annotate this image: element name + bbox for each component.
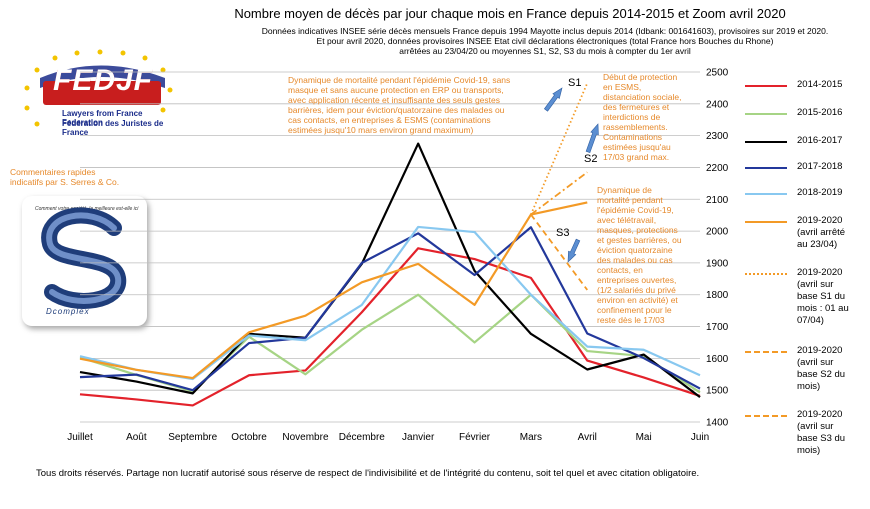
fedjf-logo-graphic <box>24 49 173 127</box>
annotation-lockdown: Dynamique de mortalité pendant l'épidémi… <box>597 185 682 325</box>
logo-wordmark: FEDJF <box>53 64 154 97</box>
legend-swatch <box>745 273 787 275</box>
annotation-early-protection: Début de protection en ESMS, distanciati… <box>603 72 682 162</box>
series-line-7 <box>530 171 588 216</box>
series-line-8 <box>530 214 588 291</box>
legend-label: 2018-2019 <box>797 187 843 198</box>
legend-label: 2016-2017 <box>797 135 843 146</box>
label-s2: S2 <box>584 153 598 165</box>
chart-subtitle: Données indicatives INSEE série décès me… <box>261 26 829 56</box>
label-s3: S3 <box>556 227 570 239</box>
logo-line1: Lawyers from France Federation <box>62 109 143 127</box>
legend-swatch <box>745 193 787 195</box>
legend-label: 2019-2020 (avril arrêté au 23/04) <box>797 215 846 250</box>
x-tick-label: Novembre <box>282 432 329 443</box>
eu-stars-icon <box>24 49 173 127</box>
x-tick-label: Mai <box>636 432 652 443</box>
y-tick-label: 2500 <box>706 68 729 79</box>
legend-swatch <box>745 113 787 115</box>
legend-swatch <box>745 415 787 417</box>
fedjf-logo: FEDJF Lawyers from France Federation Féd… <box>15 48 185 137</box>
dcomplex-label: Dcomplex <box>46 307 90 316</box>
legend-swatch <box>745 351 787 353</box>
y-tick-label: 2200 <box>706 163 729 174</box>
legend-swatch <box>745 85 787 87</box>
y-tick-label: 2100 <box>706 195 729 206</box>
x-tick-label: Décembre <box>339 432 386 443</box>
y-tick-label: 2000 <box>706 227 729 238</box>
logo-line2: Fédération des Juristes de France <box>62 119 164 137</box>
arrow-s1-icon <box>543 87 563 112</box>
y-tick-label: 2400 <box>706 99 729 110</box>
chart-title: Nombre moyen de décès par jour chaque mo… <box>234 6 786 21</box>
y-tick-label: 1900 <box>706 258 729 269</box>
y-tick-label: 1400 <box>706 418 729 429</box>
legend-label: 2017-2018 <box>797 161 843 172</box>
legend-label: 2019-2020 (avril sur base S2 du mois) <box>797 345 846 392</box>
comment-left: Commentaires rapides indicatifs par S. S… <box>10 167 120 187</box>
y-tick-label: 2300 <box>706 131 729 142</box>
x-tick-label: Avril <box>578 432 597 443</box>
x-tick-label: Octobre <box>231 432 267 443</box>
y-tick-label: 1700 <box>706 322 729 333</box>
x-tick-label: Septembre <box>168 432 217 443</box>
arrow-s2-icon <box>585 123 599 154</box>
series-line-6 <box>530 82 589 215</box>
legend-label: 2014-2015 <box>797 79 843 90</box>
x-tick-label: Juillet <box>67 432 93 443</box>
legend-swatch <box>745 167 787 169</box>
legend-label: 2015-2016 <box>797 107 843 118</box>
copyright-footer: Tous droits réservés. Partage non lucrat… <box>36 468 700 479</box>
x-tick-label: Août <box>126 432 147 443</box>
series-line-5 <box>79 201 588 380</box>
legend-label: 2019-2020 (avril sur base S1 du mois : 0… <box>797 267 849 326</box>
y-tick-label: 1800 <box>706 290 729 301</box>
x-tick-label: Février <box>459 432 491 443</box>
legend-swatch <box>745 141 787 143</box>
x-tick-label: Mars <box>520 432 542 443</box>
annotation-pre-lockdown: Dynamique de mortalité pendant l'épidémi… <box>288 75 511 135</box>
label-s1: S1 <box>568 77 582 89</box>
x-tick-label: Janvier <box>402 432 435 443</box>
legend-swatch <box>745 221 787 223</box>
x-tick-label: Juin <box>691 432 709 443</box>
dcomplex-logo: Comment votre société, la meilleure est-… <box>22 196 147 326</box>
y-tick-label: 1500 <box>706 386 729 397</box>
y-tick-label: 1600 <box>706 354 729 365</box>
legend-label: 2019-2020 (avril sur base S3 du mois) <box>797 409 846 456</box>
arrow-s3-icon <box>567 238 581 263</box>
